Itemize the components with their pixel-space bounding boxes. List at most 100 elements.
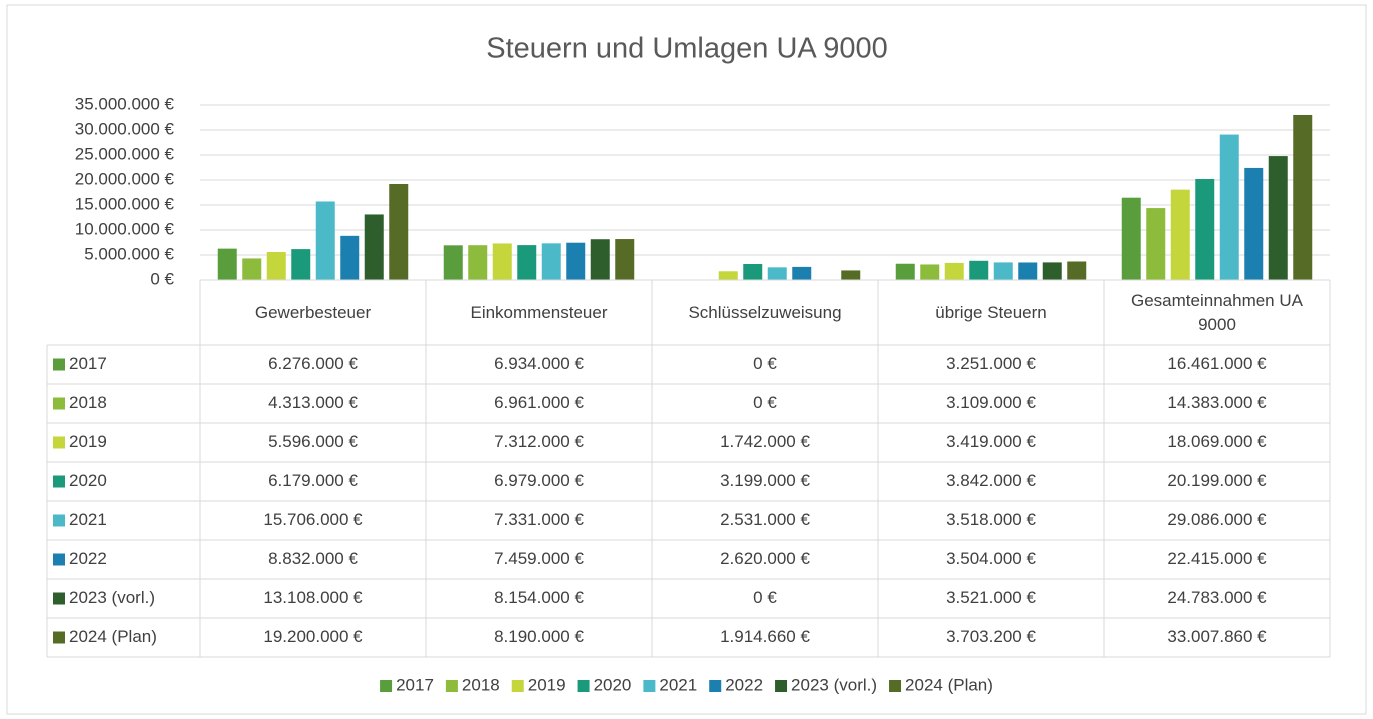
value-label: 3.521.000 € — [946, 588, 1036, 607]
bar — [1244, 167, 1264, 280]
legend-label: 2022 — [725, 675, 763, 694]
legend-key — [889, 680, 902, 692]
row-key — [53, 436, 65, 449]
bar — [944, 262, 964, 280]
bar — [993, 262, 1013, 280]
value-label: 3.109.000 € — [946, 393, 1036, 412]
bar — [291, 249, 311, 280]
legend-label: 2023 (vorl.) — [791, 675, 877, 694]
chart-title: Steuern und Umlagen UA 9000 — [486, 33, 887, 65]
bar — [517, 245, 537, 280]
value-label: 6.179.000 € — [268, 471, 358, 490]
row-key — [53, 397, 65, 410]
value-label: 19.200.000 € — [263, 627, 363, 646]
legend-key — [643, 680, 656, 692]
value-label: 2.531.000 € — [720, 510, 810, 529]
value-label: 14.383.000 € — [1167, 393, 1267, 412]
legend-label: 2019 — [528, 675, 566, 694]
value-label: 33.007.860 € — [1167, 627, 1267, 646]
value-label: 13.108.000 € — [263, 588, 363, 607]
bar — [718, 271, 738, 280]
legend-label: 2021 — [659, 675, 697, 694]
value-label: 6.276.000 € — [268, 354, 358, 373]
legend: 2017 2018 2019 2020 2021 2022 2023 (vorl.) 2024… — [380, 675, 993, 694]
value-label: 0 € — [753, 393, 777, 412]
header-text: Einkommensteuer — [470, 302, 608, 322]
legend-key — [380, 680, 393, 692]
row-label: 2024 (Plan) — [69, 627, 157, 646]
value-label: 0 € — [753, 588, 777, 607]
bar — [492, 243, 512, 280]
bar — [340, 235, 360, 280]
bar — [541, 243, 561, 280]
value-label: 20.199.000 € — [1167, 471, 1267, 490]
bar — [468, 245, 488, 280]
table-header: Schlüsselzuweisung — [688, 302, 842, 322]
row-key — [53, 553, 65, 566]
bar — [1170, 189, 1190, 280]
table-header: Einkommensteuer — [470, 302, 608, 322]
value-label: 3.419.000 € — [946, 432, 1036, 451]
value-label: 3.518.000 € — [946, 510, 1036, 529]
bar — [767, 267, 787, 280]
bar — [841, 270, 861, 280]
value-label: 15.706.000 € — [263, 510, 363, 529]
value-label: 6.934.000 € — [494, 354, 584, 373]
bar — [364, 214, 384, 280]
legend-label: 2018 — [462, 675, 500, 694]
bar — [743, 264, 763, 280]
bar — [1042, 262, 1062, 280]
bar — [1268, 156, 1288, 280]
value-label: 3.251.000 € — [946, 354, 1036, 373]
value-label: 3.703.200 € — [946, 627, 1036, 646]
row-label: 2017 — [69, 354, 107, 373]
value-label: 4.313.000 € — [268, 393, 358, 412]
bar — [266, 252, 286, 280]
header-text: Gesamteinnahmen UA 9000 — [1131, 290, 1303, 334]
row-label: 2022 — [69, 549, 107, 568]
legend-key — [577, 680, 590, 692]
value-label: 18.069.000 € — [1167, 432, 1267, 451]
bar — [1067, 261, 1087, 280]
legend-label: 2017 — [396, 675, 434, 694]
bar — [895, 263, 915, 280]
value-label: 1.742.000 € — [720, 432, 810, 451]
value-label: 6.979.000 € — [494, 471, 584, 490]
table-header: übrige Steuern — [935, 303, 1047, 322]
header-text: Gewerbesteuer — [254, 302, 372, 322]
legend-label: 2024 (Plan) — [905, 675, 993, 694]
row-key — [53, 514, 65, 527]
y-tick-label: 25.000.000 € — [75, 144, 175, 163]
y-tick-label: 35.000.000 € — [75, 94, 175, 113]
row-label: 2019 — [69, 432, 107, 451]
header-text: Schlüsselzuweisung — [688, 302, 842, 322]
bar — [615, 239, 635, 280]
bar — [566, 242, 586, 280]
value-label: 2.620.000 € — [720, 549, 810, 568]
bar — [389, 184, 409, 280]
table-header: Gesamteinnahmen UA 9000 — [1131, 290, 1303, 334]
value-label: 0 € — [753, 354, 777, 373]
bar — [1195, 179, 1215, 280]
value-label: 7.459.000 € — [494, 549, 584, 568]
value-label: 7.312.000 € — [494, 432, 584, 451]
value-label: 1.914.660 € — [720, 627, 810, 646]
row-label: 2020 — [69, 471, 107, 490]
row-label: 2023 (vorl.) — [69, 588, 155, 607]
bar — [1146, 208, 1166, 280]
legend-label: 2020 — [594, 675, 632, 694]
bar — [242, 258, 262, 280]
legend-key — [445, 680, 458, 692]
table-header: Gewerbesteuer — [254, 302, 372, 322]
value-label: 3.504.000 € — [946, 549, 1036, 568]
row-key — [53, 358, 65, 371]
row-key — [53, 592, 65, 605]
bar — [443, 245, 463, 280]
bar — [1219, 134, 1239, 280]
value-label: 5.596.000 € — [268, 432, 358, 451]
y-tick-label: 5.000.000 € — [84, 244, 174, 263]
legend-key — [775, 680, 788, 692]
bar — [1121, 197, 1141, 280]
